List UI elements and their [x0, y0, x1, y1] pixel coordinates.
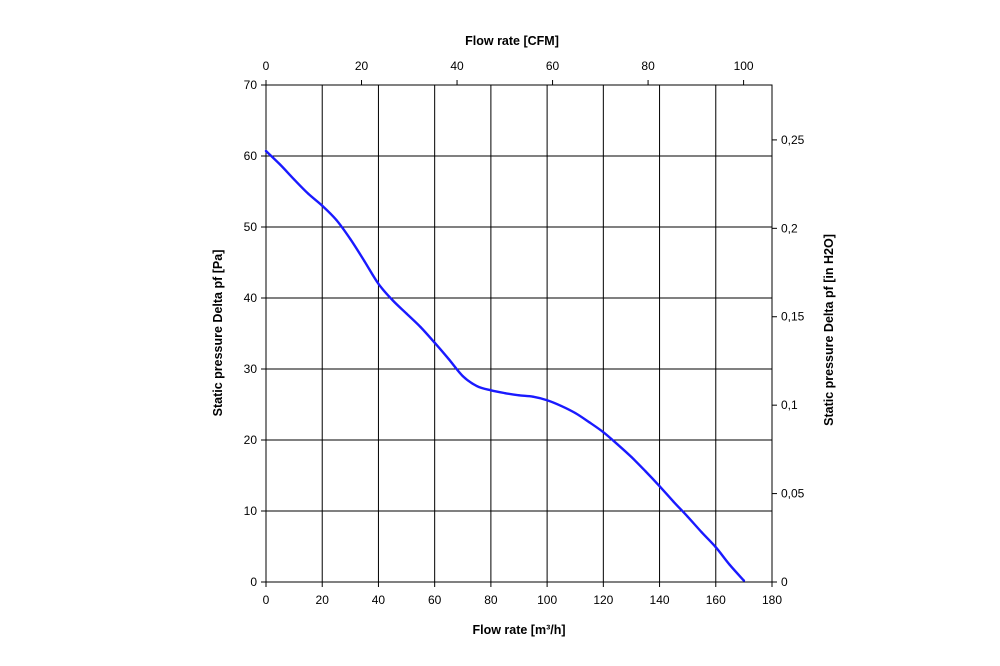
x2-tick-label: 100: [734, 59, 754, 73]
data-point: [447, 357, 450, 361]
x-tick-label: 180: [762, 593, 782, 607]
data-point: [405, 312, 408, 315]
data-point: [728, 563, 731, 567]
y-tick-label: 60: [244, 149, 258, 163]
data-point: [307, 192, 310, 195]
data-point: [700, 531, 703, 534]
x-tick-label: 100: [537, 593, 557, 607]
data-point: [546, 399, 549, 402]
data-point: [503, 392, 507, 395]
x-tick-label: 60: [428, 593, 442, 607]
x2-tick-label: 20: [355, 59, 369, 73]
data-point: [433, 341, 436, 344]
x-tick-label: 140: [650, 593, 670, 607]
x2-tick-label: 0: [263, 59, 270, 73]
x2-tick-label: 60: [546, 59, 560, 73]
y2-tick-label: 0: [781, 575, 788, 589]
data-point: [686, 515, 689, 518]
x-axis-title: Flow rate [m³/h]: [472, 623, 565, 637]
y-tick-label: 30: [244, 362, 258, 376]
y2-tick-label: 0,2: [781, 221, 798, 235]
y2-tick-labels: 0 0,05 0,1 0,15 0,2 0,25: [781, 133, 805, 589]
y-tick-label: 0: [250, 575, 257, 589]
y-tick-label: 70: [244, 78, 258, 92]
data-point: [602, 431, 605, 434]
y-tick-labels: 0 10 20 30 40 50 60 70: [244, 78, 258, 589]
data-point: [377, 282, 380, 285]
x-tick-label: 40: [372, 593, 386, 607]
x-tick-label: 20: [316, 593, 330, 607]
data-point: [531, 395, 535, 398]
x-tick-label: 0: [263, 593, 270, 607]
y2-axis-title: Static pressure Delta pf [in H2O]: [822, 234, 836, 426]
y-tick-label: 20: [244, 433, 258, 447]
data-point: [616, 443, 619, 446]
x2-tick-labels: 0 20 40 60 80 100: [263, 59, 754, 73]
tick-marks: [261, 80, 777, 587]
x2-tick-label: 40: [450, 59, 464, 73]
data-point: [644, 470, 647, 473]
y-axis-title: Static pressure Delta pf [Pa]: [211, 250, 225, 417]
data-point: [335, 218, 338, 221]
y2-tick-label: 0,1: [781, 398, 798, 412]
data-point: [475, 384, 478, 388]
data-point: [714, 546, 717, 549]
data-point: [264, 149, 268, 153]
data-point: [419, 326, 422, 329]
data-point: [574, 411, 577, 415]
data-point: [293, 178, 296, 181]
y2-tick-label: 0,05: [781, 487, 805, 501]
grid: [266, 85, 772, 582]
data-point: [278, 163, 282, 166]
y-tick-label: 50: [244, 220, 258, 234]
data-point: [560, 404, 563, 408]
data-point: [672, 500, 675, 503]
y-tick-label: 10: [244, 504, 258, 518]
x-tick-label: 80: [484, 593, 498, 607]
y-tick-label: 40: [244, 291, 258, 305]
series-line-0: [264, 149, 746, 582]
x-tick-labels: 0 20 40 60 80 100 120 140 160 180: [263, 593, 783, 607]
series-layer: [264, 149, 746, 582]
plot-frame: [265, 84, 773, 583]
data-point: [742, 579, 745, 582]
data-point: [391, 299, 394, 302]
data-point: [461, 375, 464, 378]
data-point: [658, 485, 661, 488]
data-point: [321, 204, 324, 207]
x2-axis-title: Flow rate [CFM]: [465, 34, 559, 48]
data-point: [588, 421, 591, 424]
data-point: [489, 389, 492, 392]
y2-tick-label: 0,25: [781, 133, 805, 147]
y2-tick-label: 0,15: [781, 310, 805, 324]
x-tick-label: 120: [593, 593, 613, 607]
data-point: [349, 237, 352, 241]
data-point: [363, 259, 366, 263]
x-tick-label: 160: [706, 593, 726, 607]
data-point: [517, 394, 521, 397]
data-point: [630, 455, 633, 459]
x2-tick-label: 80: [641, 59, 655, 73]
